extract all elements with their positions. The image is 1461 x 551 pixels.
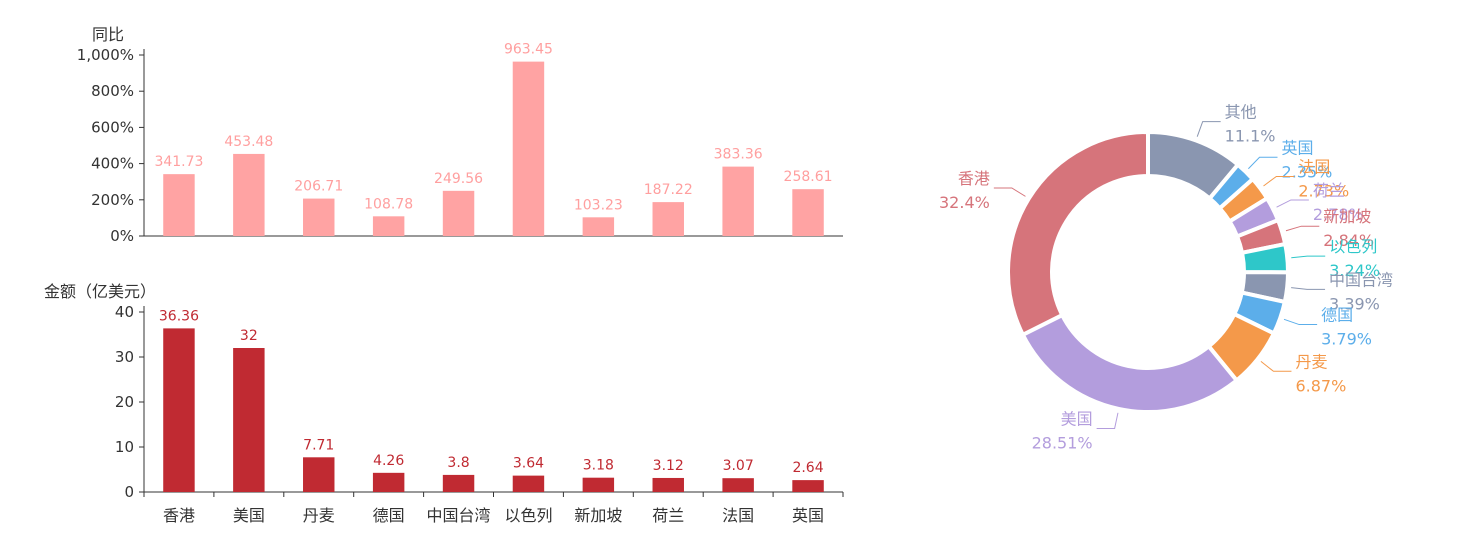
- pie-leader-line-2: [1263, 175, 1295, 187]
- bar-value-label-1-4: 3.8: [447, 455, 469, 471]
- bar-1-5: [512, 475, 545, 492]
- bar-value-label-1-5: 3.64: [513, 456, 544, 472]
- y-tick-label-1: 20: [115, 393, 134, 411]
- pie-leader-line-10: [993, 187, 1026, 197]
- pie-leader-line-5: [1291, 255, 1326, 259]
- bar-0-9: [792, 189, 824, 236]
- bar-0-3: [372, 216, 405, 236]
- pie-slice-10: [1006, 130, 1150, 337]
- bar-1-4: [442, 474, 475, 492]
- bar-value-label-0-6: 103.23: [574, 197, 623, 213]
- bar-0-5: [512, 61, 545, 236]
- pie-label-8: 丹麦: [1295, 352, 1327, 371]
- bar-0-1: [233, 153, 265, 236]
- bar-value-label-0-7: 187.22: [644, 182, 693, 198]
- y-tick-label-1: 0: [124, 483, 134, 501]
- pie-label-0: 其他: [1225, 103, 1257, 122]
- bar-value-label-0-1: 453.48: [224, 134, 273, 150]
- pie-value-label-7: 3.79%: [1321, 330, 1372, 349]
- pie-leader-line-7: [1283, 318, 1318, 326]
- pie-leader-line-3: [1276, 199, 1309, 208]
- bar-0-2: [303, 198, 335, 236]
- y-tick-label-0: 400%: [91, 155, 134, 173]
- bar-1-8: [722, 478, 754, 492]
- pie-value-label-4: 2.84%: [1323, 231, 1374, 250]
- bar-0-0: [163, 174, 195, 236]
- bar-value-label-1-2: 7.71: [303, 437, 334, 453]
- bar-1-9: [792, 480, 824, 492]
- pie-label-9: 美国: [1061, 409, 1093, 428]
- bar-1-2: [303, 457, 335, 492]
- x-tick-label-1-8: 法国: [722, 506, 754, 525]
- bar-value-label-0-0: 341.73: [154, 154, 203, 170]
- x-tick-label-1-4: 中国台湾: [427, 506, 491, 525]
- y-axis-title-0: 同比: [92, 25, 124, 44]
- bar-value-label-0-8: 383.36: [714, 147, 763, 163]
- bar-1-3: [372, 472, 405, 492]
- bar-1-6: [582, 477, 615, 492]
- pie-label-7: 德国: [1321, 306, 1353, 325]
- bar-value-label-1-7: 3.12: [653, 458, 684, 474]
- y-tick-label-0: 200%: [91, 191, 134, 209]
- bar-1-1: [233, 348, 265, 492]
- pie-leader-line-4: [1285, 225, 1320, 232]
- pie-value-label-8: 6.87%: [1295, 376, 1346, 395]
- x-tick-label-1-1: 美国: [233, 506, 265, 525]
- y-tick-label-0: 800%: [91, 82, 134, 100]
- pie-label-10: 香港: [958, 169, 990, 188]
- pie-label-5: 以色列: [1329, 237, 1377, 256]
- bar-0-8: [722, 166, 754, 236]
- bar-0-6: [582, 217, 615, 236]
- y-tick-label-0: 1,000%: [77, 46, 134, 64]
- pie-leader-line-8: [1260, 360, 1292, 372]
- y-tick-label-0: 0%: [110, 227, 134, 245]
- bar-value-label-1-8: 3.07: [723, 458, 754, 474]
- pie-value-label-5: 3.24%: [1329, 261, 1380, 280]
- bar-1-0: [163, 328, 195, 492]
- bar-value-label-1-6: 3.18: [583, 458, 614, 474]
- bar-value-label-1-9: 2.64: [792, 460, 823, 476]
- y-axis-title-1: 金额（亿美元）: [44, 282, 156, 301]
- bar-value-label-1-0: 36.36: [159, 308, 199, 324]
- pie-leader-line-1: [1248, 156, 1278, 170]
- bar-value-label-0-9: 258.61: [784, 169, 833, 185]
- y-tick-label-1: 40: [115, 303, 134, 321]
- pie-leader-line-0: [1196, 121, 1221, 137]
- y-tick-label-1: 30: [115, 348, 134, 366]
- pie-label-3: 荷兰: [1313, 181, 1345, 200]
- x-tick-label-1-0: 香港: [163, 506, 195, 525]
- pie-value-label-3: 2.78%: [1313, 205, 1364, 224]
- bar-1-7: [652, 477, 684, 492]
- bar-value-label-0-5: 963.45: [504, 42, 553, 58]
- x-tick-label-1-2: 丹麦: [303, 506, 335, 525]
- bar-0-7: [652, 202, 684, 236]
- pie-label-6: 中国台湾: [1329, 270, 1393, 289]
- bar-value-label-0-2: 206.71: [294, 179, 343, 195]
- y-tick-label-0: 600%: [91, 118, 134, 136]
- pie-value-label-0: 11.1%: [1225, 127, 1276, 146]
- pie-slice-9: [1020, 313, 1239, 415]
- pie-value-label-2: 2.73%: [1298, 181, 1349, 200]
- pie-leader-line-6: [1291, 287, 1326, 290]
- pie-value-label-9: 28.51%: [1032, 433, 1093, 452]
- x-tick-label-1-9: 英国: [792, 506, 824, 525]
- pie-label-1: 英国: [1282, 138, 1314, 157]
- bar-0-4: [442, 190, 475, 236]
- x-tick-label-1-6: 新加坡: [574, 506, 622, 525]
- y-tick-label-1: 10: [115, 438, 134, 456]
- x-tick-label-1-3: 德国: [373, 506, 405, 525]
- pie-label-2: 法国: [1298, 157, 1330, 176]
- bar-value-label-0-4: 249.56: [434, 171, 483, 187]
- bar-value-label-1-3: 4.26: [373, 453, 404, 469]
- pie-value-label-10: 32.4%: [939, 193, 990, 212]
- bar-value-label-0-3: 108.78: [364, 196, 413, 212]
- bar-value-label-1-1: 32: [240, 328, 258, 344]
- pie-leader-line-9: [1096, 412, 1119, 429]
- x-tick-label-1-7: 荷兰: [652, 506, 684, 525]
- pie-value-label-6: 3.39%: [1329, 294, 1380, 313]
- x-tick-label-1-5: 以色列: [504, 506, 552, 525]
- pie-label-4: 新加坡: [1323, 207, 1371, 226]
